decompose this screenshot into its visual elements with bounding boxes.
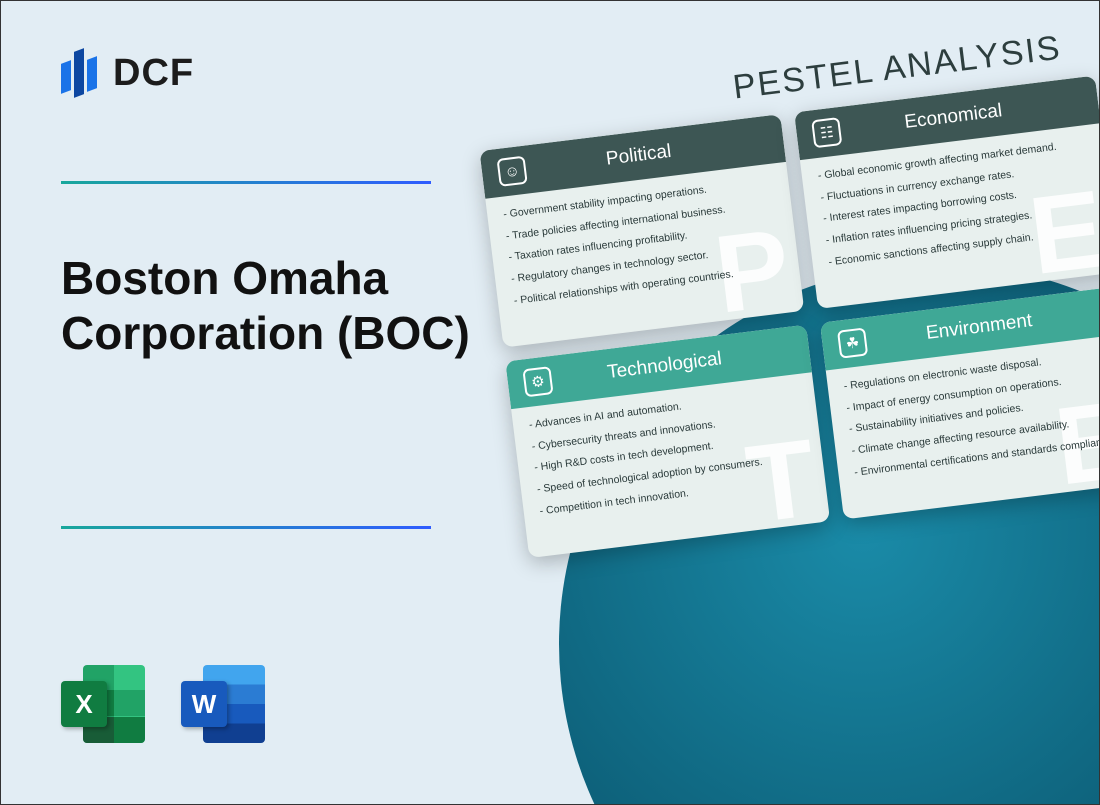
pestel-card-environment: ☘EnvironmentERegulations on electronic w… [820,286,1100,519]
logo-bars-icon [61,46,101,101]
pestel-item-list: Regulations on electronic waste disposal… [843,347,1100,479]
divider-top [61,181,431,184]
logo-text: DCF [113,52,194,95]
technological-icon: ⚙ [522,366,553,397]
pestel-item-list: Advances in AI and automation.Cybersecur… [528,386,809,518]
political-icon: ☺ [497,156,528,187]
economical-icon: ☷ [811,117,842,148]
word-icon: W [181,659,271,749]
word-letter: W [181,681,227,727]
pestel-grid: ☺PoliticalPGovernment stability impactin… [479,76,1100,559]
page-title: Boston Omaha Corporation (BOC) [61,251,531,361]
pestel-card-economical: ☷EconomicalEGlobal economic growth affec… [794,76,1100,309]
pestel-card-technological: ⚙TechnologicalTAdvances in AI and automa… [505,325,830,558]
logo: DCF [61,46,194,101]
excel-letter: X [61,681,107,727]
environment-icon: ☘ [837,327,868,358]
divider-bottom [61,526,431,529]
pestel-panel: PESTEL ANALYSIS ☺PoliticalPGovernment st… [473,25,1100,558]
excel-icon: X [61,659,151,749]
pestel-item-list: Government stability impacting operation… [503,176,784,308]
app-icons: X W [61,659,271,749]
pestel-card-political: ☺PoliticalPGovernment stability impactin… [479,114,804,347]
pestel-item-list: Global economic growth affecting market … [817,137,1098,269]
canvas: DCF Boston Omaha Corporation (BOC) X W P… [0,0,1100,805]
